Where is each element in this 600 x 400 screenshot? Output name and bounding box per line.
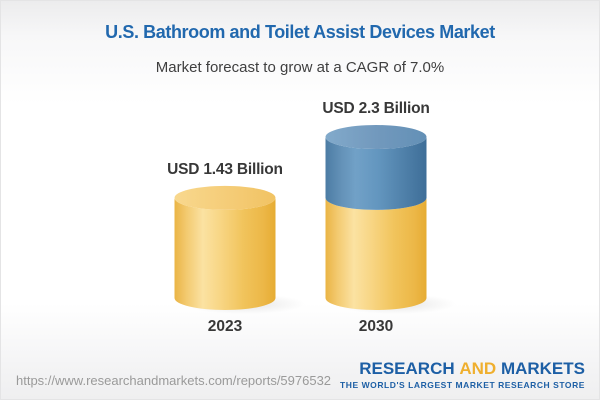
category-label-2030: 2030 <box>358 318 394 335</box>
logo-word-and: AND <box>459 359 497 378</box>
logo-word-markets: MARKETS <box>500 359 585 378</box>
source-url-link[interactable]: https://www.researchandmarkets.com/repor… <box>16 373 332 388</box>
logo-word-research: RESEARCH <box>359 359 455 378</box>
category-label-2023: 2023 <box>207 318 243 335</box>
page-title: U.S. Bathroom and Toilet Assist Devices … <box>105 22 495 42</box>
logo-wordmark: RESEARCH AND MARKETS <box>340 359 585 379</box>
bar-value-label-2023: USD 1.43 Billion <box>167 160 283 178</box>
research-and-markets-logo[interactable]: RESEARCH AND MARKETS THE WORLD'S LARGEST… <box>340 359 585 390</box>
cylinder-bar-2030 <box>325 125 456 314</box>
cylinder-bar-2023 <box>174 185 305 314</box>
logo-tagline: THE WORLD'S LARGEST MARKET RESEARCH STOR… <box>340 379 585 390</box>
page-subtitle: Market forecast to grow at a CAGR of 7.0… <box>155 59 445 76</box>
bar-value-label-2030: USD 2.3 Billion <box>322 100 430 117</box>
